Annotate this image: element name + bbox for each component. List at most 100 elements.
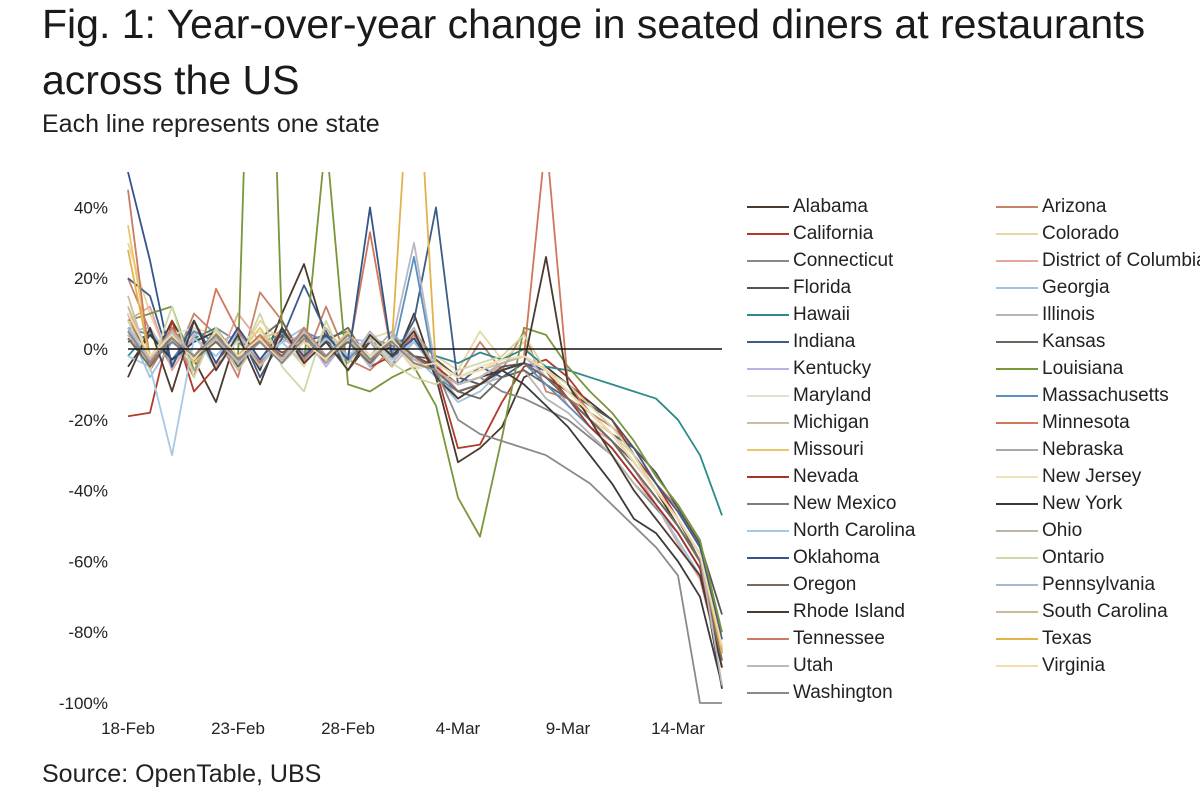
legend-swatch bbox=[996, 475, 1038, 478]
legend-swatch bbox=[747, 340, 789, 343]
line-chart: 40% 20% 0% -20% -40% -60% -80% -100% 18-Feb 23-Fe… bbox=[59, 172, 723, 738]
x-tick-label: 23-Feb bbox=[211, 719, 265, 738]
legend: Alabama California Connecticut Florida Hawai… bbox=[747, 193, 1200, 713]
legend-item: Nevada bbox=[747, 463, 916, 490]
legend-label: Massachusetts bbox=[1042, 384, 1169, 406]
legend-swatch bbox=[996, 313, 1038, 316]
legend-item: Virginia bbox=[996, 652, 1200, 679]
legend-item: Florida bbox=[747, 274, 916, 301]
series-line-indiana bbox=[127, 206, 723, 640]
series-line-ontario bbox=[127, 305, 723, 651]
chart-subtitle: Each line represents one state bbox=[42, 110, 380, 138]
source-note: Source: OpenTable, UBS bbox=[42, 760, 322, 788]
legend-swatch bbox=[747, 475, 789, 478]
legend-item: Arizona bbox=[996, 193, 1200, 220]
legend-item: Georgia bbox=[996, 274, 1200, 301]
legend-swatch bbox=[747, 664, 789, 667]
legend-swatch bbox=[747, 205, 789, 208]
legend-label: Utah bbox=[793, 654, 834, 676]
y-tick-label: -60% bbox=[68, 552, 108, 571]
legend-item: Pennsylvania bbox=[996, 571, 1200, 598]
legend-swatch bbox=[996, 232, 1038, 235]
x-tick-label: 14-Mar bbox=[651, 719, 705, 738]
legend-swatch bbox=[747, 448, 789, 451]
legend-item: Indiana bbox=[747, 328, 916, 355]
legend-item: Alabama bbox=[747, 193, 916, 220]
y-tick-label: 0% bbox=[83, 340, 108, 359]
legend-item: Colorado bbox=[996, 220, 1200, 247]
legend-label: Connecticut bbox=[793, 249, 894, 271]
legend-item: South Carolina bbox=[996, 598, 1200, 625]
legend-swatch bbox=[996, 556, 1038, 559]
legend-label: Colorado bbox=[1042, 222, 1120, 244]
legend-label: Georgia bbox=[1042, 276, 1110, 298]
y-tick-label: 40% bbox=[74, 198, 108, 217]
legend-label: District of Columbia bbox=[1042, 249, 1200, 271]
legend-label: Indiana bbox=[793, 330, 856, 352]
legend-swatch bbox=[996, 448, 1038, 451]
legend-label: Illinois bbox=[1042, 303, 1095, 325]
series-line-california bbox=[127, 319, 723, 661]
legend-swatch bbox=[996, 286, 1038, 289]
legend-label: Maryland bbox=[793, 384, 872, 406]
legend-label: Florida bbox=[793, 276, 852, 298]
legend-swatch bbox=[996, 394, 1038, 397]
chart-title: Fig. 1: Year-over-year change in seated … bbox=[42, 1, 1146, 103]
legend-swatch bbox=[747, 394, 789, 397]
series-line-washington bbox=[127, 330, 722, 704]
legend-label: Tennessee bbox=[793, 627, 885, 649]
legend-item: Hawaii bbox=[747, 301, 916, 328]
series-line-north-carolina bbox=[127, 333, 723, 661]
legend-item: Kansas bbox=[996, 328, 1200, 355]
legend-label: Washington bbox=[793, 681, 893, 703]
legend-swatch bbox=[996, 529, 1038, 532]
legend-item: New York bbox=[996, 490, 1200, 517]
legend-column-right: Arizona Colorado District of Columbia Georg… bbox=[996, 193, 1200, 679]
legend-item: Michigan bbox=[747, 409, 916, 436]
x-tick-label: 18-Feb bbox=[101, 719, 155, 738]
legend-label: Pennsylvania bbox=[1042, 573, 1156, 595]
series-line-minnesota bbox=[127, 172, 723, 647]
legend-item: Tennessee bbox=[747, 625, 916, 652]
legend-swatch bbox=[747, 367, 789, 370]
legend-swatch bbox=[996, 205, 1038, 208]
legend-item: Oklahoma bbox=[747, 544, 916, 571]
legend-swatch bbox=[747, 259, 789, 262]
series-line-connecticut bbox=[127, 326, 723, 633]
legend-label: Virginia bbox=[1042, 654, 1106, 676]
legend-swatch bbox=[996, 340, 1038, 343]
y-tick-label: -20% bbox=[68, 411, 108, 430]
legend-swatch bbox=[996, 637, 1038, 640]
legend-label: Hawaii bbox=[793, 303, 851, 325]
legend-item: Massachusetts bbox=[996, 382, 1200, 409]
legend-label: Kentucky bbox=[793, 357, 872, 379]
legend-swatch bbox=[747, 610, 789, 613]
legend-swatch bbox=[747, 583, 789, 586]
legend-swatch bbox=[996, 259, 1038, 262]
legend-label: Michigan bbox=[793, 411, 870, 433]
series-line-oklahoma bbox=[127, 172, 723, 654]
series-line-florida bbox=[127, 330, 723, 615]
series-line-tennessee bbox=[127, 189, 723, 654]
legend-item: Texas bbox=[996, 625, 1200, 652]
series-line-rhode-island bbox=[127, 256, 723, 668]
legend-item: District of Columbia bbox=[996, 247, 1200, 274]
legend-label: Rhode Island bbox=[793, 600, 905, 622]
legend-label: Oregon bbox=[793, 573, 857, 595]
legend-label: Louisiana bbox=[1042, 357, 1124, 379]
series-line-kentucky bbox=[127, 326, 723, 647]
legend-swatch bbox=[747, 691, 789, 694]
legend-item: California bbox=[747, 220, 916, 247]
legend-item: Maryland bbox=[747, 382, 916, 409]
x-tick-label: 4-Mar bbox=[436, 719, 481, 738]
legend-swatch bbox=[747, 529, 789, 532]
legend-label: South Carolina bbox=[1042, 600, 1168, 622]
series-line-georgia bbox=[127, 326, 723, 668]
legend-item: Minnesota bbox=[996, 409, 1200, 436]
legend-label: Oklahoma bbox=[793, 546, 880, 568]
legend-swatch bbox=[996, 610, 1038, 613]
legend-item: Kentucky bbox=[747, 355, 916, 382]
legend-label: Arizona bbox=[1042, 195, 1107, 217]
legend-column-left: Alabama California Connecticut Florida Hawai… bbox=[747, 193, 916, 706]
legend-swatch bbox=[747, 232, 789, 235]
